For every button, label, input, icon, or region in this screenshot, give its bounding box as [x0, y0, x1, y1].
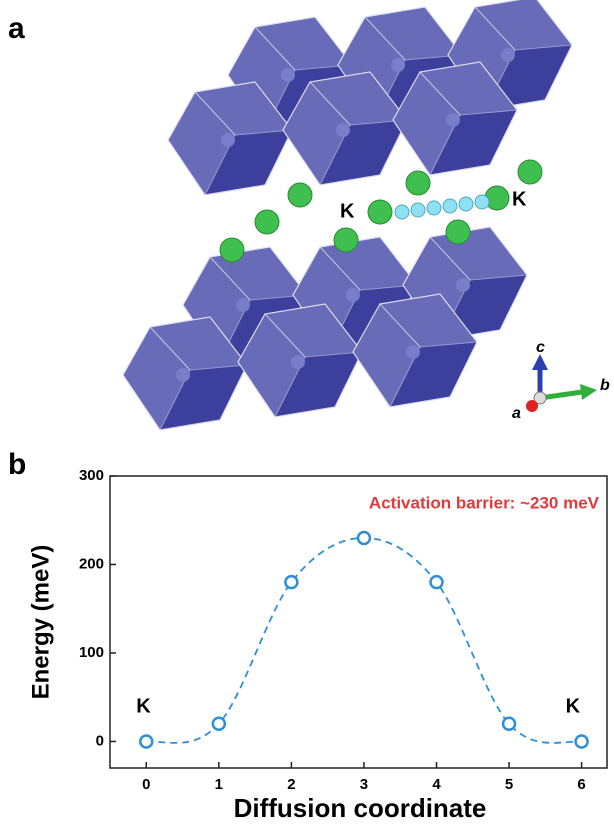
facet [167, 91, 236, 196]
path-atom [410, 202, 426, 218]
data-point [284, 574, 299, 590]
y-tick-label: 0 [96, 732, 104, 749]
y-tick-label: 300 [79, 467, 104, 484]
cation [391, 58, 405, 72]
k-atom [219, 237, 245, 263]
axis-label: a [512, 405, 521, 422]
axis-triad: c b a [512, 339, 610, 422]
path-atom [426, 200, 442, 216]
y-tick-label: 100 [79, 644, 104, 661]
x-tick-label: 1 [215, 776, 223, 793]
y-tick-label: 200 [79, 555, 104, 572]
x-tick-label: 2 [287, 776, 295, 793]
cation [291, 355, 305, 369]
x-tick-label: 3 [360, 776, 368, 793]
cation [446, 113, 460, 127]
cation [176, 368, 190, 382]
energy-curve [146, 537, 582, 744]
data-point [211, 716, 227, 732]
k-atom [287, 182, 313, 208]
data-point [429, 574, 444, 590]
x-tick-label: 5 [505, 776, 513, 793]
atom-label: K [512, 188, 527, 210]
path-atom [474, 194, 490, 210]
annotation: Activation barrier: ~230 meV [369, 493, 600, 512]
point-label: K [566, 696, 581, 718]
k-atom [254, 209, 280, 235]
c-arrow [532, 354, 548, 370]
k-atom [333, 227, 359, 253]
plot-frame [109, 475, 608, 769]
axis-label: c [536, 339, 545, 356]
x-tick-label: 0 [142, 776, 150, 793]
k-atom [517, 159, 543, 185]
x-tick-label: 4 [432, 776, 441, 793]
y-axis-label: Energy (meV) [27, 545, 54, 700]
panel-label: b [8, 448, 26, 481]
cation [236, 298, 250, 312]
k-atom [405, 170, 431, 196]
point-label: K [136, 696, 151, 718]
cation [281, 68, 295, 82]
k-atom [367, 199, 393, 225]
axis-label: b [600, 377, 610, 394]
cation [346, 288, 360, 302]
x-tick-label: 6 [577, 776, 585, 793]
data-point [356, 530, 372, 546]
atom-label: K [340, 200, 355, 222]
cation [501, 48, 515, 62]
cation [336, 123, 350, 137]
b-arrow [580, 384, 597, 400]
facet [122, 326, 191, 431]
facet [392, 71, 461, 176]
x-axis-label: Diffusion coordinate [234, 793, 487, 823]
cation [406, 345, 420, 359]
data-point [501, 716, 517, 732]
data-point [574, 734, 589, 749]
facet [352, 303, 421, 408]
path-atom [394, 204, 410, 220]
panel-label: a [8, 12, 25, 45]
path-atom [458, 196, 474, 212]
path-atom [442, 198, 458, 214]
crystal-structure [122, 0, 573, 431]
b-axis [539, 389, 583, 401]
data-point [139, 734, 154, 749]
k-atom [484, 185, 510, 211]
facet [282, 81, 351, 186]
facet [237, 313, 306, 418]
origin [533, 391, 547, 405]
cation [221, 133, 235, 147]
a-axis [526, 400, 538, 412]
k-atom [445, 219, 471, 245]
cation [456, 278, 470, 292]
